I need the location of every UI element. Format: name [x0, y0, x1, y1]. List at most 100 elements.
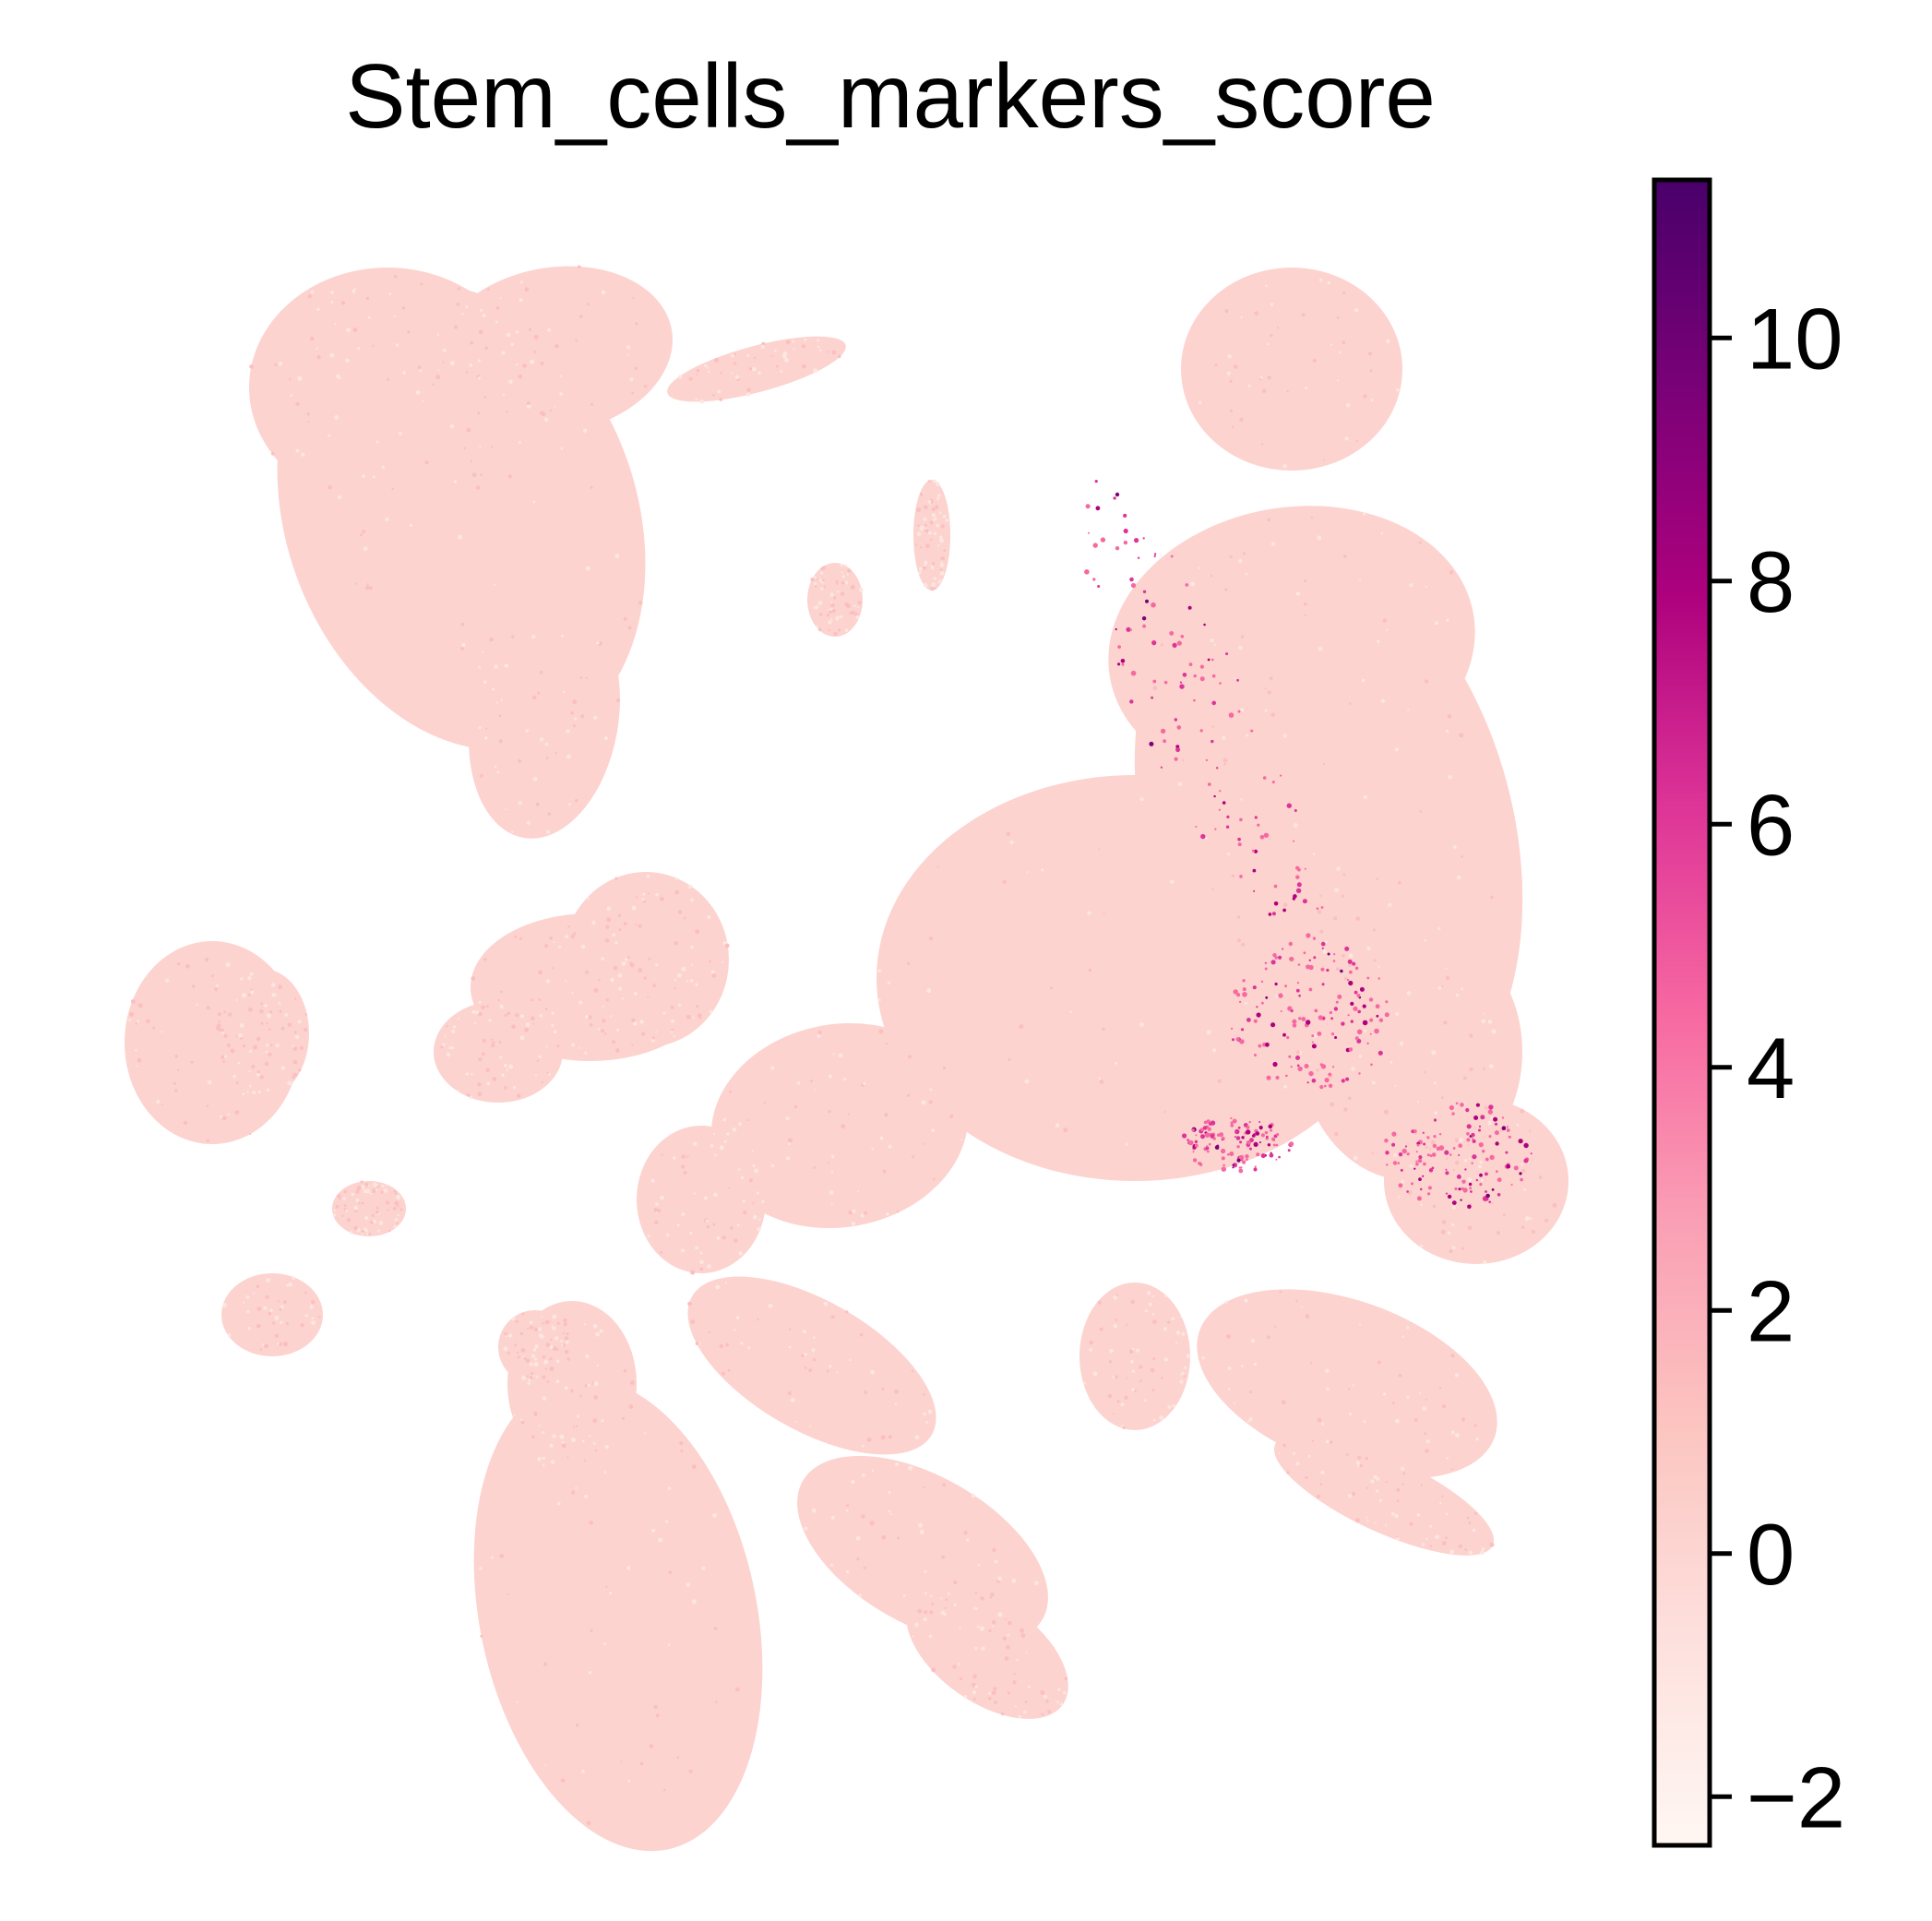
cell-point — [813, 1166, 816, 1169]
cell-point — [1398, 1373, 1402, 1378]
cell-point — [933, 531, 937, 536]
cell-point — [500, 990, 503, 994]
cell-point — [310, 336, 315, 341]
cell-point — [576, 1425, 578, 1427]
cell-point — [647, 892, 650, 895]
cell-point — [524, 287, 530, 292]
high-score-point — [1211, 700, 1216, 706]
cell-point — [1206, 1030, 1211, 1035]
cell-point — [972, 1690, 977, 1695]
cell-point — [1371, 1080, 1376, 1085]
cell-point — [477, 1092, 483, 1097]
cell-point — [1434, 621, 1439, 626]
high-score-point — [1180, 635, 1185, 638]
cell-point — [353, 1205, 359, 1211]
cell-point — [1115, 1062, 1117, 1065]
cell-cluster — [1384, 1098, 1568, 1264]
cell-point — [352, 289, 356, 293]
cell-point — [549, 937, 553, 940]
cell-point — [689, 1231, 693, 1235]
cell-point — [222, 1304, 227, 1308]
cell-point — [499, 1004, 504, 1008]
cell-point — [844, 564, 847, 567]
cell-point — [471, 1009, 476, 1014]
cell-point — [974, 1591, 978, 1594]
cell-point — [705, 1219, 709, 1223]
cell-point — [1324, 940, 1328, 944]
cell-point — [802, 364, 806, 369]
cell-point — [287, 1022, 292, 1027]
cell-point — [338, 495, 342, 500]
cell-point — [785, 340, 791, 345]
cell-point — [328, 485, 332, 490]
cell-point — [490, 445, 494, 447]
cell-point — [1267, 1335, 1270, 1340]
cell-point — [855, 1536, 861, 1541]
high-score-point — [1246, 1129, 1251, 1135]
cell-point — [861, 1444, 865, 1448]
cell-point — [518, 374, 523, 379]
cell-point — [1487, 1120, 1493, 1126]
cell-point — [539, 1333, 543, 1337]
cell-point — [495, 320, 498, 324]
cell-point — [507, 1352, 510, 1354]
cell-point — [1159, 1415, 1164, 1420]
cell-point — [1319, 894, 1322, 897]
cell-point — [1429, 1148, 1432, 1151]
high-score-point — [1253, 1141, 1258, 1147]
cell-point — [1146, 1291, 1151, 1295]
cell-point — [294, 1034, 300, 1040]
cell-point — [1179, 1316, 1182, 1318]
high-score-point — [1347, 1014, 1350, 1017]
high-score-point — [1326, 968, 1330, 972]
cell-point — [788, 1142, 791, 1145]
cell-point — [1231, 874, 1235, 877]
high-score-point — [1302, 899, 1307, 904]
cell-point — [1113, 1324, 1118, 1329]
cell-point — [1452, 1169, 1456, 1172]
cell-point — [564, 1349, 569, 1354]
cell-point — [1434, 1149, 1437, 1151]
cell-point — [1386, 339, 1390, 344]
cell-point — [626, 345, 631, 350]
cell-point — [952, 1664, 957, 1669]
cell-point — [804, 1366, 807, 1369]
cell-point — [339, 377, 341, 380]
cell-point — [1363, 394, 1367, 399]
cell-point — [272, 1321, 276, 1325]
cell-point — [1293, 1451, 1295, 1455]
high-score-point — [1438, 1133, 1442, 1136]
cell-point — [977, 1563, 981, 1567]
cell-point — [1151, 1313, 1155, 1316]
cell-point — [541, 1316, 543, 1318]
high-score-point — [1415, 1162, 1419, 1166]
high-score-point — [1318, 1015, 1324, 1020]
high-score-point — [1254, 1054, 1257, 1056]
cell-point — [492, 1077, 497, 1081]
cell-point — [1364, 1029, 1367, 1032]
cell-point — [681, 1212, 686, 1216]
cell-point — [1212, 1048, 1217, 1053]
cell-point — [1406, 991, 1412, 996]
cell-point — [690, 945, 694, 949]
high-score-point — [1153, 555, 1156, 558]
cell-point — [639, 1020, 644, 1024]
high-score-point — [1433, 1135, 1437, 1139]
cell-point — [719, 1343, 723, 1349]
cell-point — [851, 610, 856, 615]
high-score-point — [1335, 1000, 1339, 1004]
cell-point — [894, 1402, 898, 1406]
cell-point — [733, 1329, 736, 1331]
high-score-point — [1236, 993, 1241, 997]
high-score-point — [1164, 681, 1168, 685]
cell-point — [885, 1212, 889, 1216]
cell-point — [393, 1225, 397, 1228]
cell-point — [829, 1190, 834, 1195]
high-score-point — [1392, 1161, 1398, 1165]
high-score-point — [1294, 809, 1297, 812]
cell-point — [226, 1043, 231, 1048]
cell-point — [701, 1566, 706, 1570]
cell-point — [628, 1404, 634, 1409]
cell-point — [508, 379, 513, 384]
